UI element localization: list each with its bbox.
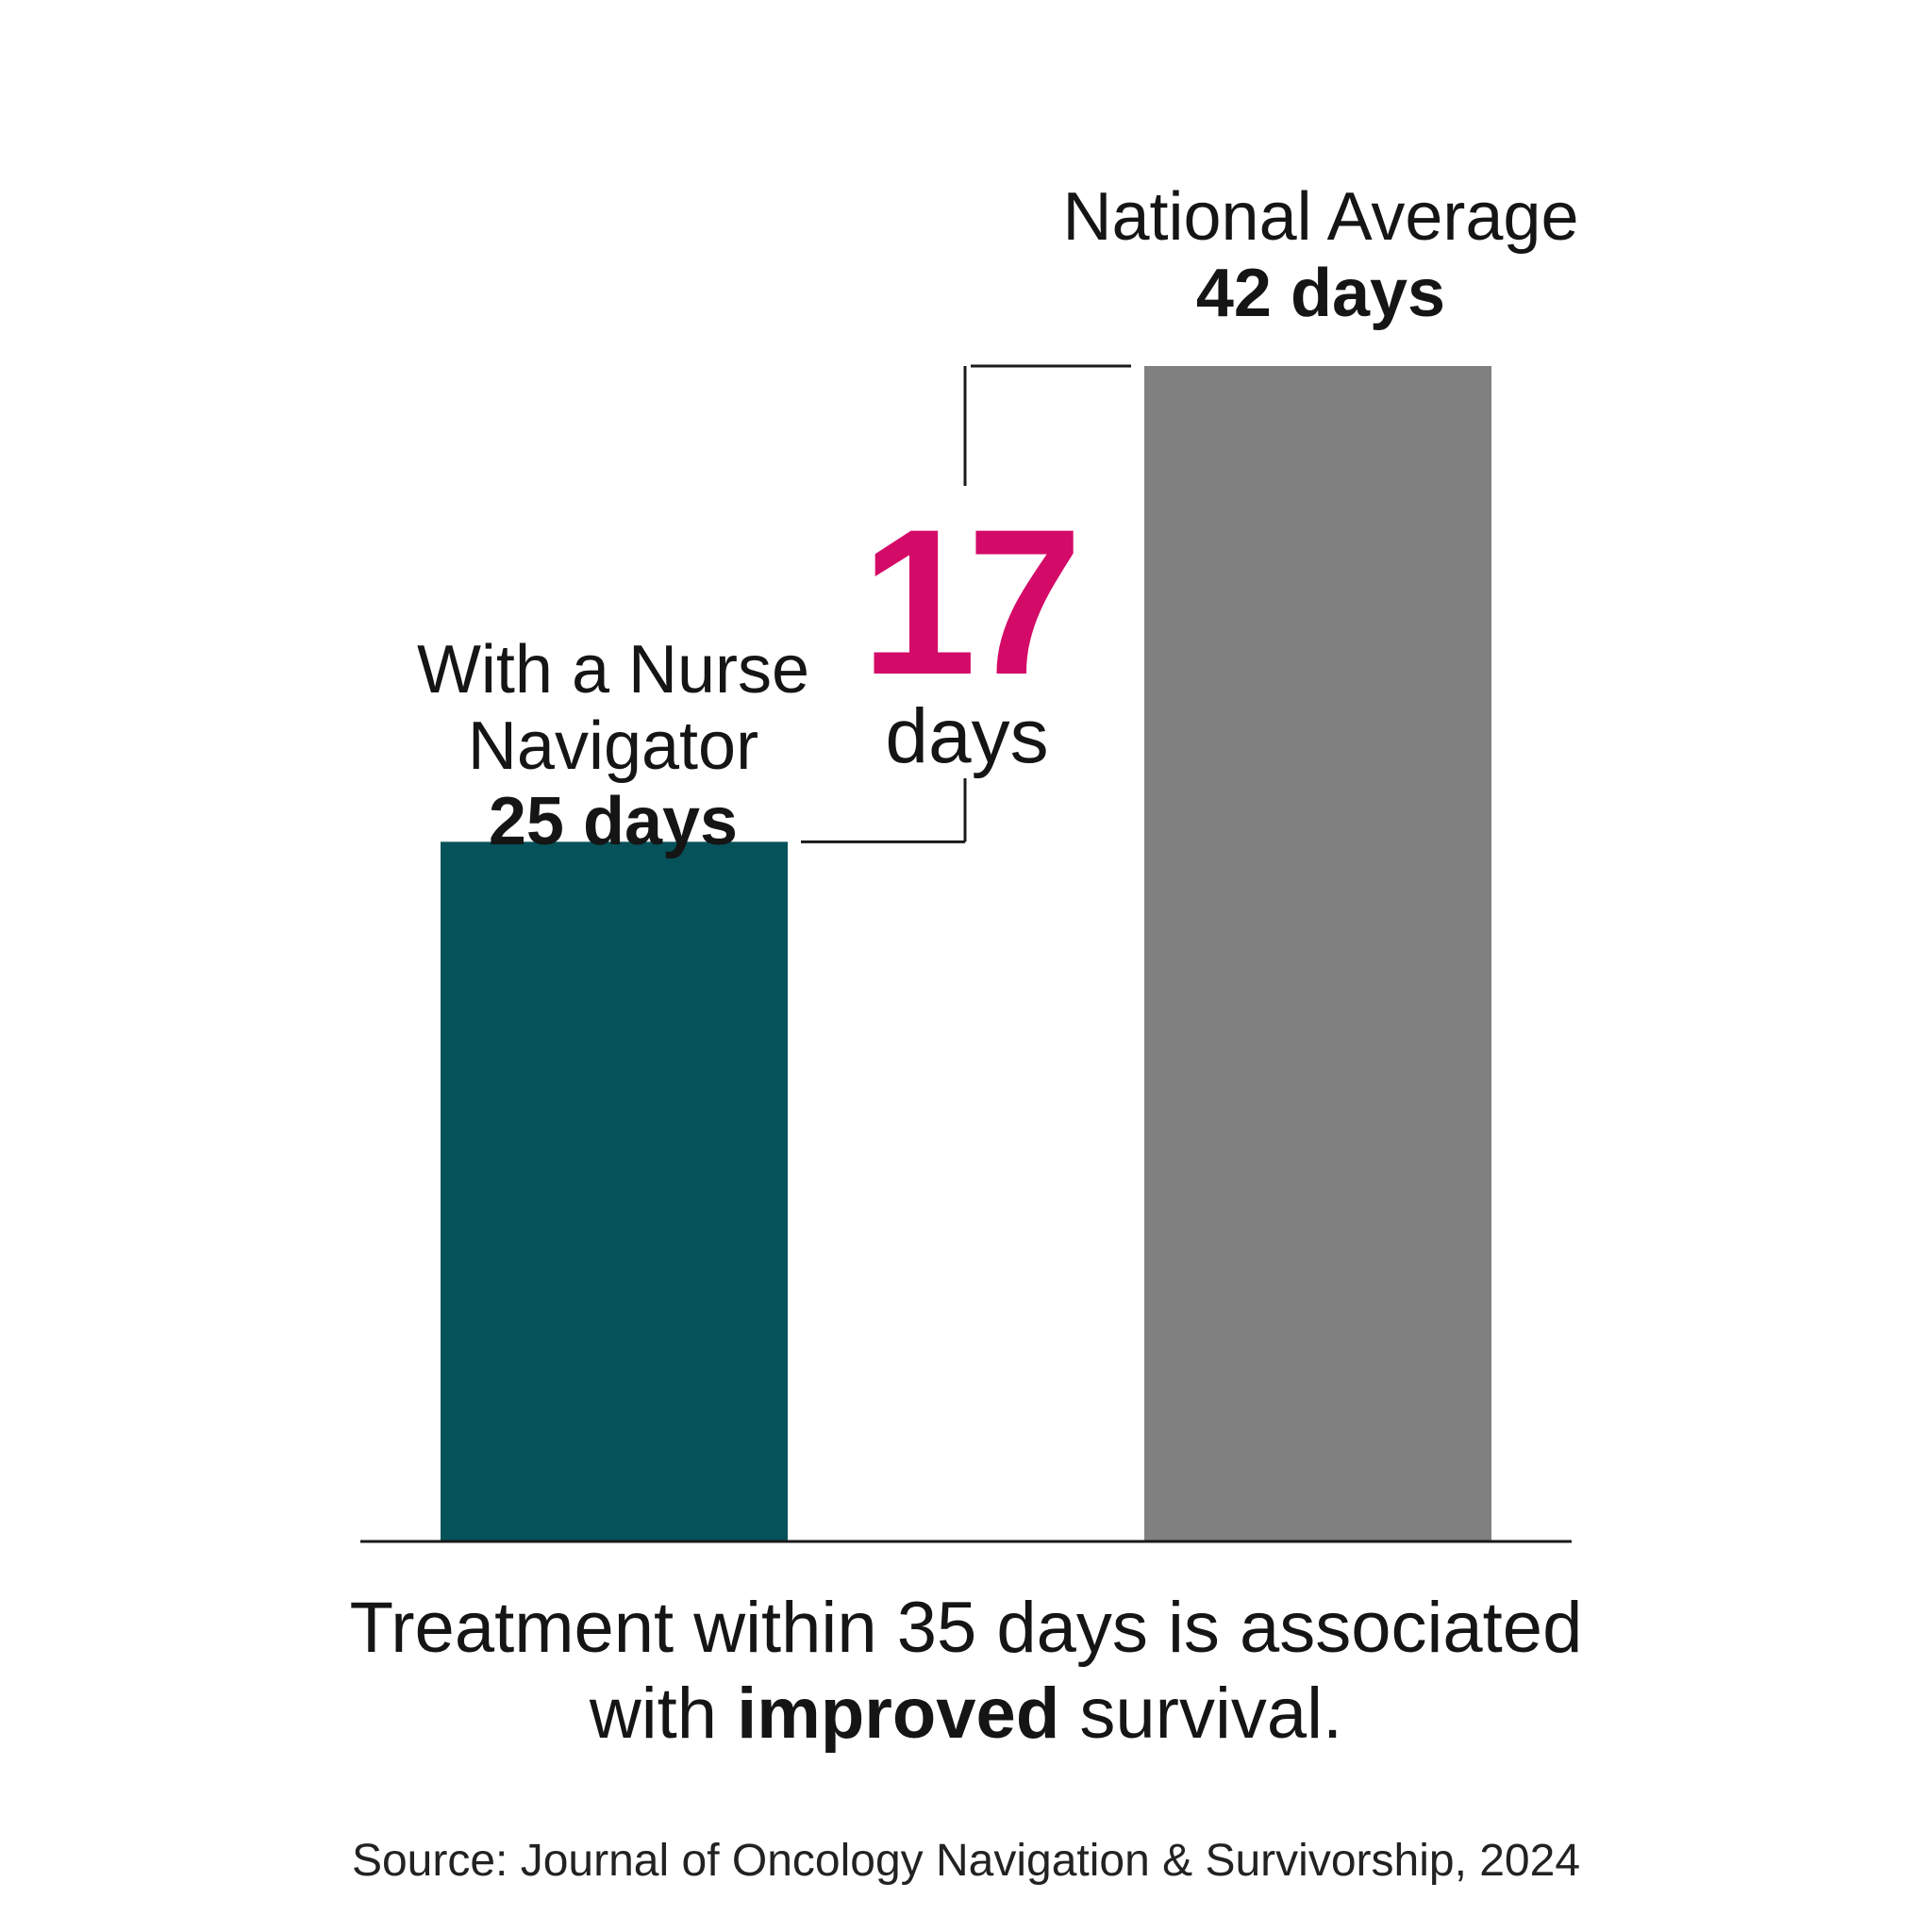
chart-caption: Treatment within 35 days is associated w… xyxy=(211,1585,1721,1757)
difference-annotation: 17 days xyxy=(854,486,1083,779)
difference-unit: days xyxy=(885,693,1049,779)
caption-emphasis: improved xyxy=(737,1674,1060,1755)
caption-line-2-after: survival. xyxy=(1059,1674,1343,1755)
national-average-value-label: 42 days xyxy=(1195,255,1446,331)
nurse-navigator-name-line-1: With a Nurse xyxy=(416,632,810,708)
source-citation: Source: Journal of Oncology Navigation &… xyxy=(351,1836,1581,1886)
bar-nurse-navigator xyxy=(441,841,788,1541)
difference-value: 17 xyxy=(860,486,1083,718)
nurse-navigator-value-label: 25 days xyxy=(488,784,739,860)
bars-layer xyxy=(441,366,1491,1541)
bar-national-average xyxy=(1144,366,1491,1541)
difference-bracket xyxy=(801,364,1131,843)
caption-line-1: Treatment within 35 days is associated xyxy=(349,1588,1583,1668)
caption-line-2-before: with xyxy=(589,1674,738,1755)
national-average-label: National Average 42 days xyxy=(962,179,1679,331)
nurse-navigator-name-line-2: Navigator xyxy=(467,708,759,784)
national-average-name: National Average xyxy=(1062,179,1579,255)
nurse-navigator-label: With a Nurse Navigator 25 days xyxy=(363,632,863,860)
caption-line-2: with improved survival. xyxy=(211,1671,1721,1757)
